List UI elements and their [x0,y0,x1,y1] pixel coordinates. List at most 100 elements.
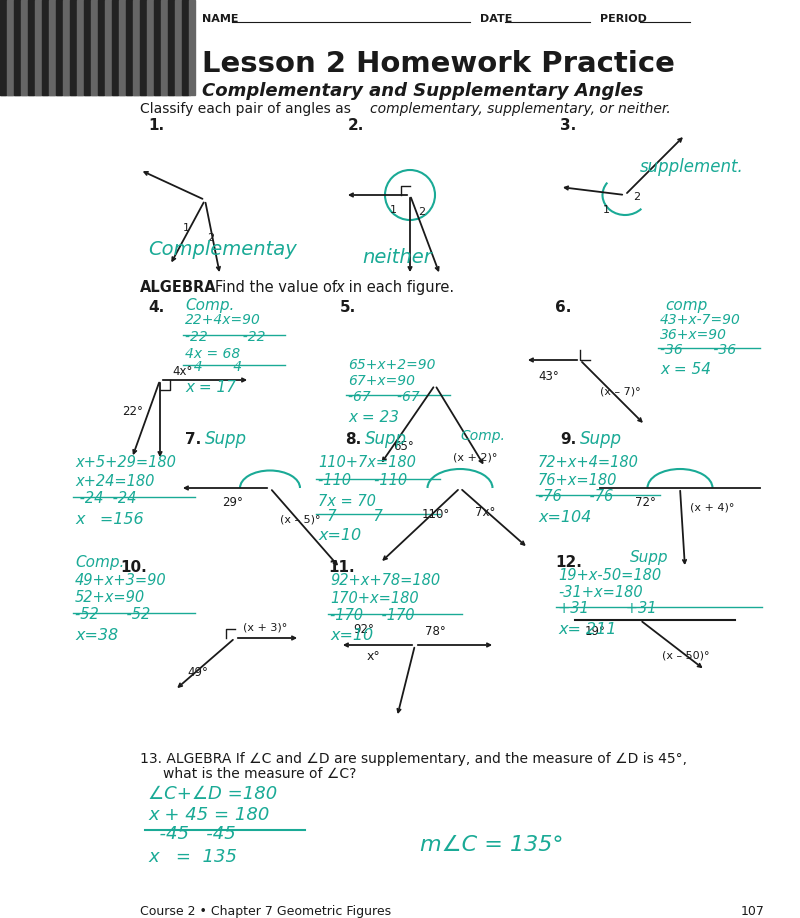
Bar [119,0,125,95]
Text: Find the value of: Find the value of [215,280,342,295]
Text: comp: comp [665,298,707,313]
Text: 92+x+78=180: 92+x+78=180 [330,573,440,588]
Text: Supp: Supp [580,430,622,448]
Text: 72°: 72° [635,496,656,509]
Text: 19°: 19° [585,625,606,638]
Text: in each figure.: in each figure. [344,280,454,295]
Text: x   =  135: x = 135 [148,848,237,866]
Text: (x – 50)°: (x – 50)° [662,650,710,660]
Bar [189,0,195,95]
Text: 2: 2 [633,192,640,202]
Text: 11.: 11. [328,560,354,575]
Text: 76+x=180: 76+x=180 [538,473,618,488]
Text: 7.: 7. [185,432,202,447]
Text: 4       4: 4 4 [185,360,242,374]
Text: 92°: 92° [353,623,374,636]
Text: Complementay: Complementay [148,240,297,259]
Text: x+5+29=180: x+5+29=180 [75,455,176,470]
Text: x   =156: x =156 [75,512,144,527]
Text: Comp.: Comp. [75,555,124,570]
Text: x: x [335,280,344,295]
Text: x=10: x=10 [330,628,373,643]
Text: Comp.: Comp. [460,429,505,443]
Text: -76      -76: -76 -76 [538,489,614,504]
Text: (x – 5)°: (x – 5)° [280,515,321,525]
Text: 22+4x=90: 22+4x=90 [185,313,261,327]
Bar [91,0,97,95]
Text: x + 45 = 180: x + 45 = 180 [148,806,270,824]
Text: +31        +31: +31 +31 [558,601,657,616]
Text: 7x°: 7x° [475,506,495,519]
Text: x = 17: x = 17 [185,380,236,395]
Text: x°: x° [367,650,381,663]
Text: 1: 1 [603,205,610,215]
Text: Supp: Supp [365,430,407,448]
Text: 5.: 5. [340,300,356,315]
Bar [112,0,118,95]
Text: x+24=180: x+24=180 [75,474,154,489]
Text: 2: 2 [207,233,214,243]
Text: (x + 4)°: (x + 4)° [690,502,734,512]
Text: Comp.: Comp. [185,298,234,313]
Text: ∠C+∠D =180: ∠C+∠D =180 [148,785,278,803]
Text: -24  -24: -24 -24 [75,491,136,506]
Text: Course 2 • Chapter 7 Geometric Figures: Course 2 • Chapter 7 Geometric Figures [140,905,391,918]
Text: Supp: Supp [630,550,669,565]
Bar [49,0,55,95]
Text: -22        -22: -22 -22 [185,330,266,344]
Text: 170+x=180: 170+x=180 [330,591,418,606]
Text: -45   -45: -45 -45 [148,825,236,843]
Text: 13. ALGEBRA If ∠C and ∠D are supplementary, and the measure of ∠D is 45°,: 13. ALGEBRA If ∠C and ∠D are supplementa… [140,752,687,766]
Bar [126,0,132,95]
Text: 49°: 49° [187,666,208,679]
Text: 52+x=90: 52+x=90 [75,590,145,605]
Bar [21,0,27,95]
Bar [140,0,146,95]
Text: supplement.: supplement. [640,158,744,176]
Bar [7,0,13,95]
Text: x = 54: x = 54 [660,362,711,377]
Text: 4x°: 4x° [172,365,192,378]
Text: -36       -36: -36 -36 [660,343,736,357]
Text: Complementary and Supplementary Angles: Complementary and Supplementary Angles [202,82,643,100]
Text: 72+x+4=180: 72+x+4=180 [538,455,639,470]
Text: m∠C = 135°: m∠C = 135° [420,835,563,855]
Text: 7x = 70: 7x = 70 [318,494,376,509]
Bar [105,0,111,95]
Bar [14,0,20,95]
Text: 10.: 10. [120,560,146,575]
Bar [28,0,34,95]
Bar [42,0,48,95]
Bar [147,0,153,95]
Text: 36+x=90: 36+x=90 [660,328,727,342]
Text: -52      -52: -52 -52 [75,607,150,622]
Text: -110     -110: -110 -110 [318,473,407,488]
Text: 19+x-50=180: 19+x-50=180 [558,568,661,583]
Text: 65°: 65° [393,440,414,453]
Text: 110+7x=180: 110+7x=180 [318,455,416,470]
Text: 3.: 3. [560,118,576,133]
Text: 8.: 8. [345,432,362,447]
Text: Lesson 2 Homework Practice: Lesson 2 Homework Practice [202,50,675,78]
Text: 1.: 1. [148,118,164,133]
Text: (x + 2)°: (x + 2)° [453,452,498,462]
Bar [0,0,6,95]
Text: what is the measure of ∠C?: what is the measure of ∠C? [163,767,356,781]
Text: ALGEBRA: ALGEBRA [140,280,217,295]
Bar [168,0,174,95]
Bar [84,0,90,95]
Text: -31+x=180: -31+x=180 [558,585,642,600]
Bar [98,0,104,95]
Text: x=38: x=38 [75,628,118,643]
Text: 49+x+3=90: 49+x+3=90 [75,573,166,588]
Bar [35,0,41,95]
Text: (x + 3)°: (x + 3)° [243,622,287,632]
Text: 67+x=90: 67+x=90 [348,374,415,388]
Text: x=10: x=10 [318,528,361,543]
Bar [70,0,76,95]
Text: neither: neither [362,248,432,267]
Text: 22°: 22° [122,405,143,418]
Text: 2.: 2. [348,118,364,133]
Text: -67      -67: -67 -67 [348,390,420,404]
Bar [0,0,190,95]
